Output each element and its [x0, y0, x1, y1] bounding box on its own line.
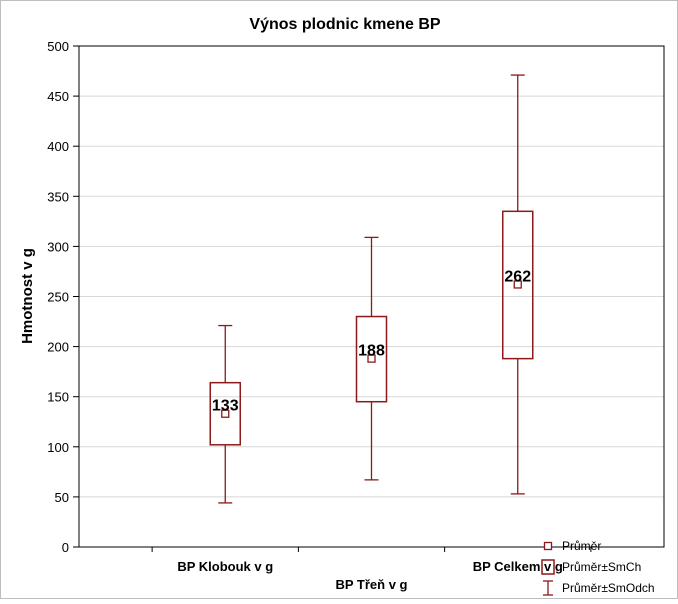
se-box	[502, 210, 534, 360]
mean-data-label: 262	[504, 268, 531, 285]
mean-marker	[367, 354, 376, 363]
y-tick-label: 250	[47, 290, 69, 305]
y-tick-label: 50	[55, 490, 69, 505]
whisker-icon	[543, 580, 553, 596]
x-tick-label: BP Klobouk v g	[177, 559, 273, 574]
series-group: 188	[355, 236, 388, 481]
legend: Průměr Průměr±SmCh Průměr±SmOdch	[541, 539, 655, 596]
mean-marker	[513, 280, 522, 289]
y-tick-label: 0	[62, 540, 69, 555]
y-axis: 0 50 100 150 200 250 300 350 400 450 500	[47, 39, 79, 555]
legend-label: Průměr±SmCh	[562, 560, 641, 574]
chart-title: Výnos plodnic kmene BP	[249, 16, 440, 33]
y-tick-label: 200	[47, 340, 69, 355]
y-tick-label: 300	[47, 239, 69, 254]
x-axis: BP Klobouk v g BP Třeň v g BP Celkem v g	[151, 547, 592, 592]
se-box	[355, 315, 388, 403]
se-box	[209, 381, 241, 446]
y-tick-label: 100	[47, 440, 69, 455]
y-tick-label: 150	[47, 390, 69, 405]
box-icon	[541, 559, 555, 575]
y-tick-label: 500	[47, 39, 69, 54]
legend-item: Průměr	[543, 539, 601, 553]
x-tick-label: BP Třeň v g	[335, 577, 407, 592]
series-group: 133	[209, 324, 241, 504]
legend-item: Průměr±SmOdch	[543, 580, 655, 596]
y-tick-label: 450	[47, 89, 69, 104]
x-tick-label: BP Celkem v g	[473, 559, 563, 574]
mean-data-label: 133	[212, 398, 239, 415]
mean-marker	[221, 409, 230, 418]
legend-item: Průměr±SmCh	[541, 559, 641, 575]
legend-label: Průměr±SmOdch	[562, 581, 655, 595]
data-series: 133 188 262	[209, 74, 534, 504]
y-tick-label: 350	[47, 189, 69, 204]
legend-label: Průměr	[562, 539, 601, 553]
square-marker-icon	[543, 541, 553, 551]
series-group: 262	[502, 74, 534, 495]
y-tick-label: 400	[47, 139, 69, 154]
mean-data-label: 188	[358, 343, 385, 360]
y-axis-label: Hmotnost v g	[19, 248, 36, 344]
